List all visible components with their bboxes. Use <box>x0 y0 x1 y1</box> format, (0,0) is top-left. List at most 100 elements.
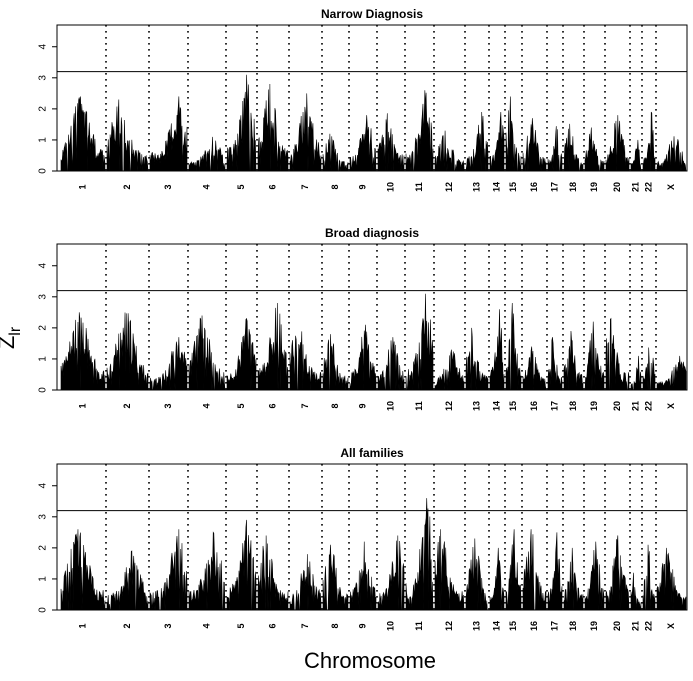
linkage-trace-chr-4 <box>188 315 226 391</box>
chromosome-label: 16 <box>529 401 539 411</box>
linkage-trace-chr-9 <box>349 324 377 391</box>
chromosome-label: 15 <box>508 182 518 192</box>
linkage-trace-chr-8 <box>322 133 349 172</box>
chromosome-label: 20 <box>612 401 622 411</box>
linkage-trace-chr-2 <box>106 99 149 172</box>
linkage-trace-chr-10 <box>377 337 405 391</box>
linkage-trace-chr-15 <box>505 529 522 611</box>
chromosome-label: 19 <box>589 182 599 192</box>
chromosome-label: 12 <box>444 182 454 192</box>
linkage-trace-chr-1 <box>60 312 106 391</box>
linkage-trace-chr-13 <box>465 327 489 391</box>
panel-title: Narrow Diagnosis <box>321 7 423 21</box>
linkage-trace-chr-5 <box>226 519 257 611</box>
linkage-trace-chr-12 <box>434 529 465 611</box>
linkage-trace-chr-6 <box>257 84 289 172</box>
linkage-trace-chr-13 <box>465 538 488 611</box>
linkage-trace-chr-22 <box>642 347 656 391</box>
panel-title: All families <box>340 446 404 460</box>
linkage-trace-chr-20 <box>605 115 630 172</box>
y-tick-label: 3 <box>38 75 49 81</box>
chromosome-label: 20 <box>612 621 622 631</box>
chromosome-label: 9 <box>357 403 367 408</box>
y-axis-label: Zlr <box>0 326 24 349</box>
linkage-trace-chr-14 <box>489 547 505 611</box>
chromosome-label: 15 <box>508 401 518 411</box>
y-tick-label: 3 <box>38 514 49 520</box>
linkage-trace-chr-10 <box>377 113 405 172</box>
y-tick-label: 0 <box>38 168 49 174</box>
chromosome-label: 17 <box>549 182 559 192</box>
chromosome-label: 12 <box>444 401 454 411</box>
linkage-trace-chr-13 <box>465 111 489 172</box>
chromosome-label: X <box>666 403 676 409</box>
linkage-trace-chr-9 <box>349 115 377 172</box>
linkage-trace-chr-21 <box>630 139 642 172</box>
chromosome-label: 21 <box>630 401 640 411</box>
linkage-trace-chr-7 <box>289 554 322 611</box>
chromosome-label: 22 <box>643 182 653 192</box>
chromosome-label: 8 <box>330 184 340 189</box>
linkage-trace-chr-3 <box>149 337 188 391</box>
linkage-trace-chr-22 <box>642 544 656 611</box>
chromosome-label: 6 <box>267 403 277 408</box>
y-tick-label: 1 <box>38 576 49 582</box>
linkage-trace-chr-7 <box>289 93 322 172</box>
chromosome-label: 3 <box>163 403 173 408</box>
linkage-trace-chr-17 <box>547 337 563 391</box>
y-tick-label: 1 <box>38 356 49 362</box>
linkage-trace-chr-3 <box>149 96 188 172</box>
chromosome-label: 21 <box>630 621 640 631</box>
chromosome-label: 6 <box>267 184 277 189</box>
linkage-trace-chr-21 <box>630 572 642 611</box>
linkage-trace-chr-19 <box>584 541 605 611</box>
chromosome-label: 22 <box>643 621 653 631</box>
linkage-trace-chr-16 <box>522 118 547 172</box>
linkage-trace-chr-12 <box>434 349 465 391</box>
linkage-trace-chr-14 <box>489 111 505 172</box>
linkage-trace-chr-16 <box>522 529 547 611</box>
linkage-trace-chr-18 <box>563 330 584 391</box>
chromosome-label: 18 <box>568 401 578 411</box>
linkage-trace-chr-6 <box>257 303 289 391</box>
linkage-trace-chr-18 <box>563 123 584 172</box>
y-axis-label-subscript: lr <box>7 326 24 336</box>
y-tick-label: 4 <box>38 263 49 269</box>
chromosome-label: 13 <box>471 401 481 411</box>
y-tick-label: 2 <box>38 545 49 551</box>
chromosome-label: 1 <box>77 403 87 408</box>
chromosome-label: 7 <box>300 184 310 189</box>
linkage-trace-chr-8 <box>322 544 349 611</box>
chromosome-label: 9 <box>357 184 367 189</box>
linkage-trace-chr-8 <box>322 334 349 391</box>
chromosome-label: 1 <box>77 184 87 189</box>
chromosome-label: 2 <box>122 184 132 189</box>
y-tick-label: 4 <box>38 483 49 489</box>
chromosome-label: 16 <box>529 621 539 631</box>
linkage-trace-chr-X <box>656 136 687 172</box>
linkage-trace-chr-14 <box>489 309 505 391</box>
y-tick-label: 2 <box>38 325 49 331</box>
linkage-trace-chr-11 <box>405 90 434 172</box>
chromosome-label: 19 <box>589 621 599 631</box>
chromosome-label: 17 <box>549 401 559 411</box>
linkage-trace-chr-15 <box>505 96 522 172</box>
linkage-trace-chr-20 <box>605 535 630 611</box>
linkage-trace-chr-20 <box>605 317 630 391</box>
chromosome-label: 14 <box>491 621 501 631</box>
chromosome-label: 15 <box>508 621 518 631</box>
chromosome-label: 9 <box>357 623 367 628</box>
chromosome-label: 8 <box>330 403 340 408</box>
y-tick-label: 0 <box>38 387 49 393</box>
chromosome-label: 8 <box>330 623 340 628</box>
linkage-trace-chr-21 <box>630 355 642 391</box>
linkage-trace-chr-2 <box>106 312 149 391</box>
chromosome-label: 2 <box>122 403 132 408</box>
chromosome-label: 4 <box>201 403 211 408</box>
chromosome-label: 1 <box>77 623 87 628</box>
linkage-trace-chr-11 <box>405 293 434 391</box>
